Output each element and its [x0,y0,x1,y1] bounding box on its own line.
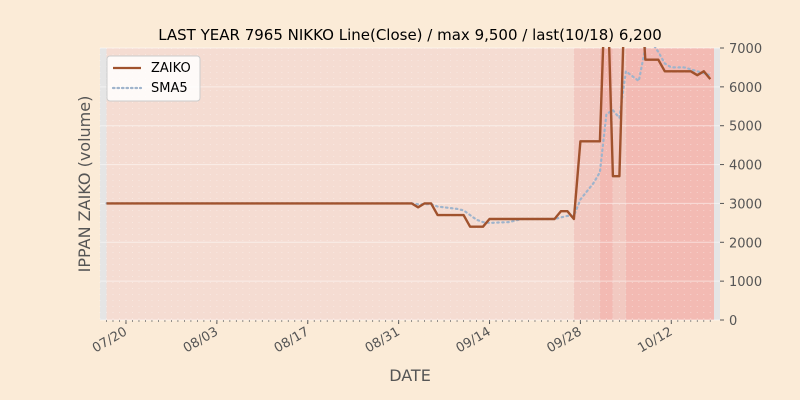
x-tick-label: 09/28 [544,324,584,356]
y-tick-label: 7000 [729,42,762,57]
x-tick-label: 10/12 [635,324,675,356]
background-band [573,48,600,320]
x-tick-label: 08/31 [363,324,403,356]
x-tick-label: 07/20 [90,324,130,356]
background-band [612,48,626,320]
x-axis-label: DATE [389,366,431,385]
x-axis-ticks: 07/20 08/03 08/17 08/31 09/14 09/28 10/12 [90,320,711,356]
x-tick-label: 08/03 [181,324,221,356]
y-tick-label: 5000 [729,120,762,135]
x-tick-label: 09/14 [454,324,494,356]
background-band [714,48,720,320]
y-tick-label: 4000 [729,159,762,174]
background-band [599,48,613,320]
background-bands [100,48,720,320]
chart-title: LAST YEAR 7965 NIKKO Line(Close) / max 9… [158,26,662,44]
legend-label-zaiko: ZAIKO [151,61,191,76]
y-tick-label: 6000 [729,81,762,96]
y-axis-ticks: 0 1000 2000 3000 4000 5000 6000 7000 [720,42,762,329]
y-tick-label: 0 [729,314,737,329]
y-axis-label: IPPAN ZAIKO (volume) [75,96,94,273]
background-band [100,48,107,320]
legend: ZAIKO SMA5 [106,55,201,102]
x-tick-label: 08/17 [272,324,312,356]
series-line-zaiko [106,47,712,228]
grid-lines [99,47,720,321]
y-tick-label: 2000 [729,236,762,251]
y-tick-label: 1000 [729,275,762,290]
series-lines [105,47,712,228]
y-tick-label: 3000 [729,197,762,212]
background-band [625,48,714,320]
legend-label-sma5: SMA5 [151,81,188,96]
